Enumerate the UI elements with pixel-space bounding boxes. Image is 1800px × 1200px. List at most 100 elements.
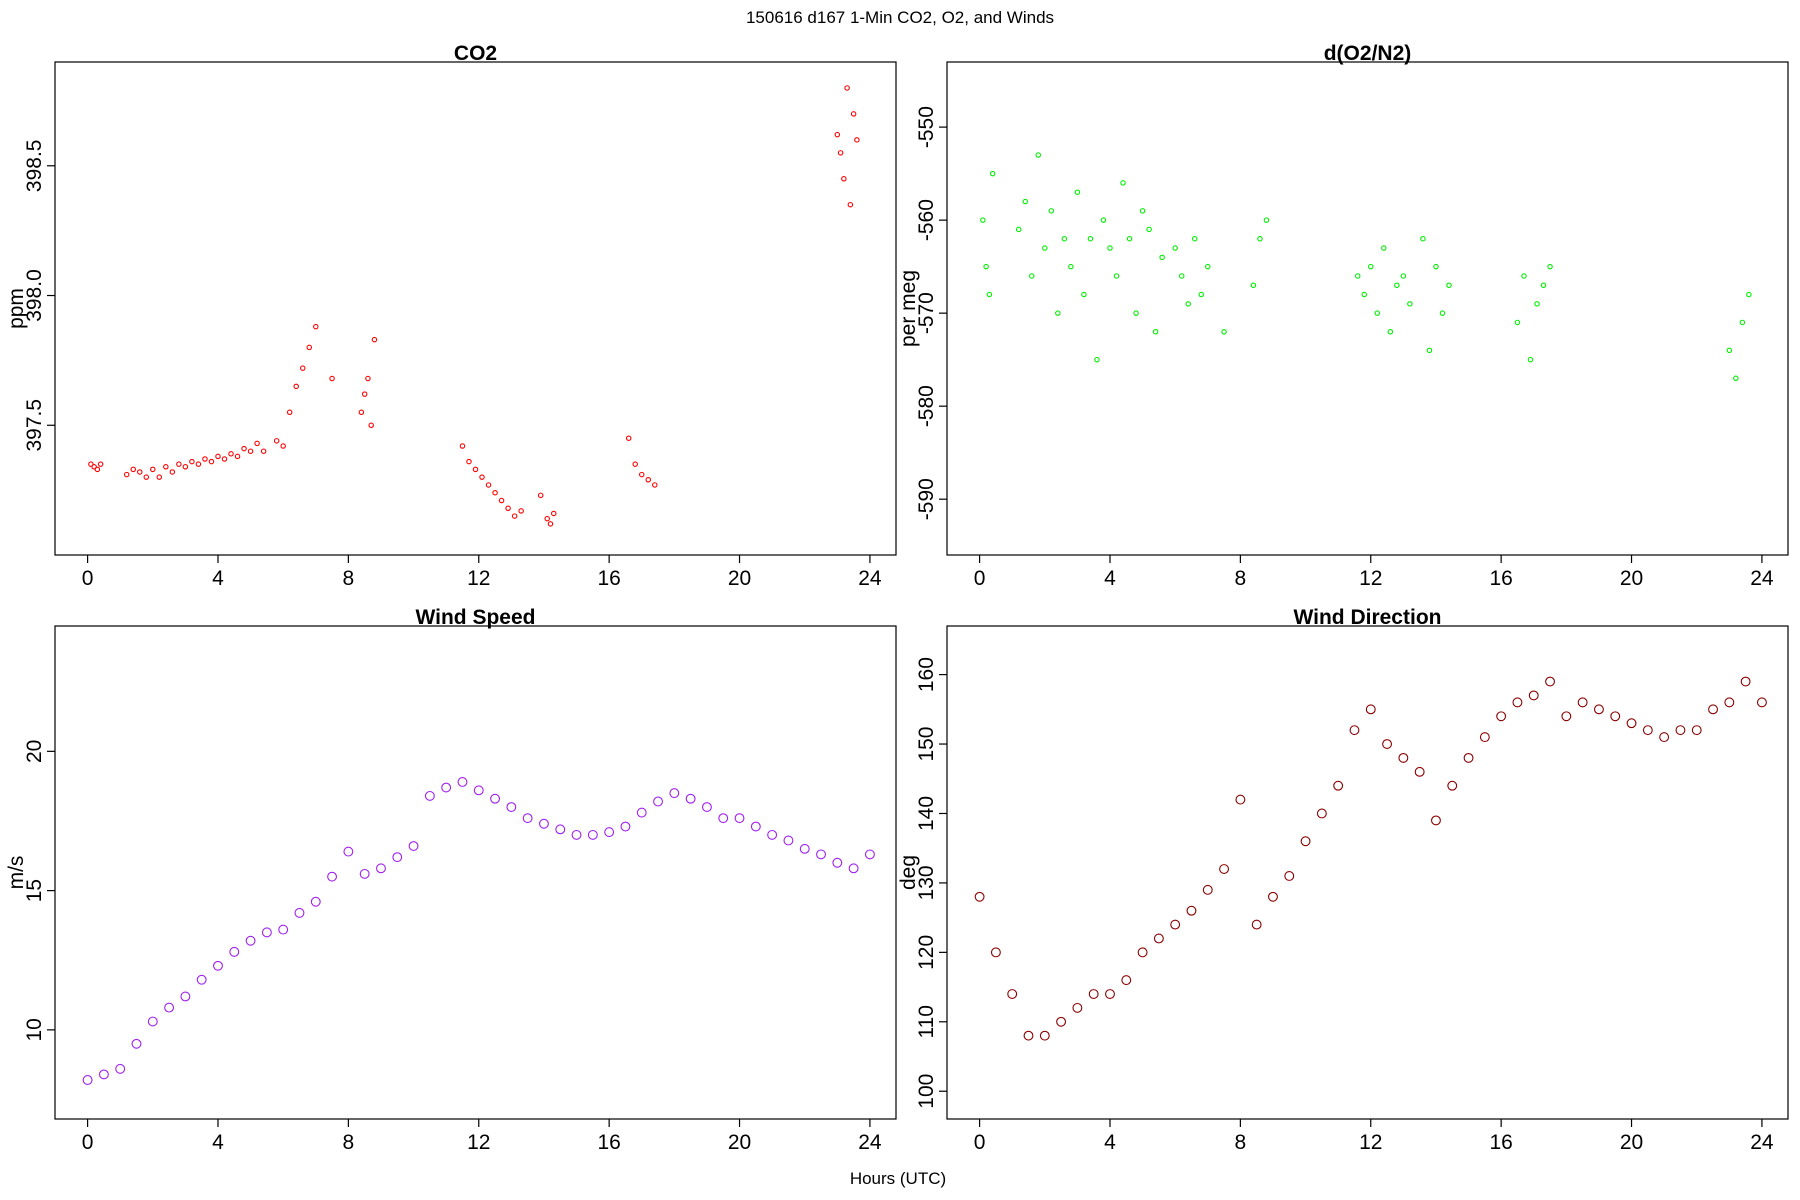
co2-point [123,471,130,478]
co2-xtick-label: 8 [343,567,355,590]
wind-direction-ytick-label: 130 [915,865,938,900]
wind-direction-point [1316,808,1327,819]
wind-speed-point [604,827,615,838]
co2-point [837,150,844,156]
wind-direction-point [1577,697,1588,708]
o2-point [1387,329,1394,335]
wind-speed-point [294,907,305,918]
wind-speed-point [392,852,403,863]
co2-point [313,323,319,330]
wind-speed-point [229,946,240,957]
wind-direction-point [1593,704,1604,715]
wind-speed-point [816,849,826,860]
o2-point [1394,282,1400,288]
co2-point [156,474,163,480]
wind-direction-point [1349,725,1360,736]
wind-direction-point [1284,871,1295,881]
co2-xtick-label: 16 [597,567,620,590]
co2-xtick-label: 24 [858,567,882,590]
o2-xtick-label: 16 [1489,567,1512,590]
o2-point [1263,217,1270,223]
co2-point [202,456,208,462]
wind-direction-point [1414,766,1425,777]
co2-point [358,409,365,416]
wind-speed-point [685,793,696,804]
wind-direction-point [1496,711,1507,722]
wind-speed-point [653,796,663,807]
wind-speed-xtick-label: 24 [858,1131,882,1154]
wind-direction-point [1268,891,1278,902]
wind-direction-point [1202,884,1213,895]
o2-xtick-label: 8 [1235,567,1247,590]
wind-direction-point [974,891,985,902]
wind-speed-point [408,841,419,851]
co2-point [492,489,498,496]
co2-point [169,469,176,475]
o2-point [1198,291,1205,298]
wind-speed-point [147,1016,158,1027]
wind-speed-title: Wind Speed [416,606,536,629]
co2-point [260,448,267,454]
co2-point [479,474,485,480]
co2-xtick-label: 20 [728,567,751,590]
co2-point [625,435,632,441]
o2-title: d(O2/N2) [1324,42,1412,65]
wind-direction-xtick-label: 12 [1359,1131,1382,1154]
wind-speed-panel: Wind Speed m/s 0 4 8 12 16 20 24 10 15 20 [5,606,897,1154]
o2-point [1126,235,1133,242]
o2-point [1205,263,1211,270]
co2-point [834,131,841,138]
co2-point [137,469,143,475]
co2-point [518,508,524,514]
wind-speed-point [669,788,680,799]
wind-direction-point [1691,725,1702,736]
wind-speed-point [506,802,517,812]
o2-point [1257,235,1263,242]
o2-point [1746,291,1752,298]
co2-xtick-label: 0 [82,567,94,590]
wind-direction-ytick-label: 160 [915,657,938,692]
co2-point [273,438,280,444]
co2-point [847,201,854,208]
wind-direction-point [1561,711,1572,722]
o2-point [1120,180,1126,186]
o2-ytick-label: -550 [915,106,938,148]
o2-point [1139,208,1146,214]
o2-point [1374,310,1381,316]
o2-point [1133,310,1139,316]
wind-speed-point [767,829,778,840]
wind-speed-point [82,1075,93,1085]
co2-point [371,336,378,343]
wind-direction-point [1756,697,1767,708]
o2-point [1074,189,1081,195]
wind-speed-point [457,777,468,787]
wind-direction-xtick-label: 16 [1489,1131,1512,1154]
o2-point [1521,273,1527,279]
co2-point [208,458,215,465]
co2-point [547,521,554,527]
wind-direction-point [1642,725,1653,736]
wind-direction-point [1545,676,1555,687]
o2-ytick-label: -570 [915,292,938,334]
o2-point [1081,291,1087,298]
o2-point [1159,254,1165,261]
co2-point [221,456,228,462]
o2-point [1547,263,1553,270]
co2-point [466,458,472,465]
o2-point [1514,319,1521,326]
wind-direction-point [1431,815,1441,826]
co2-point [88,461,94,467]
wind-speed-point [636,807,647,818]
co2-ytick-label: 397.5 [23,399,46,452]
co2-point [485,482,492,488]
wind-speed-ytick-label: 20 [23,740,46,763]
wind-direction-xtick-label: 20 [1620,1131,1643,1154]
o2-point [980,217,986,223]
co2-xtick-label: 12 [467,567,490,590]
wind-speed-point [278,924,289,935]
wind-speed-point [164,1002,175,1013]
wind-direction-point [1039,1030,1050,1041]
o2-point [1068,263,1074,270]
o2-point [1534,301,1540,307]
